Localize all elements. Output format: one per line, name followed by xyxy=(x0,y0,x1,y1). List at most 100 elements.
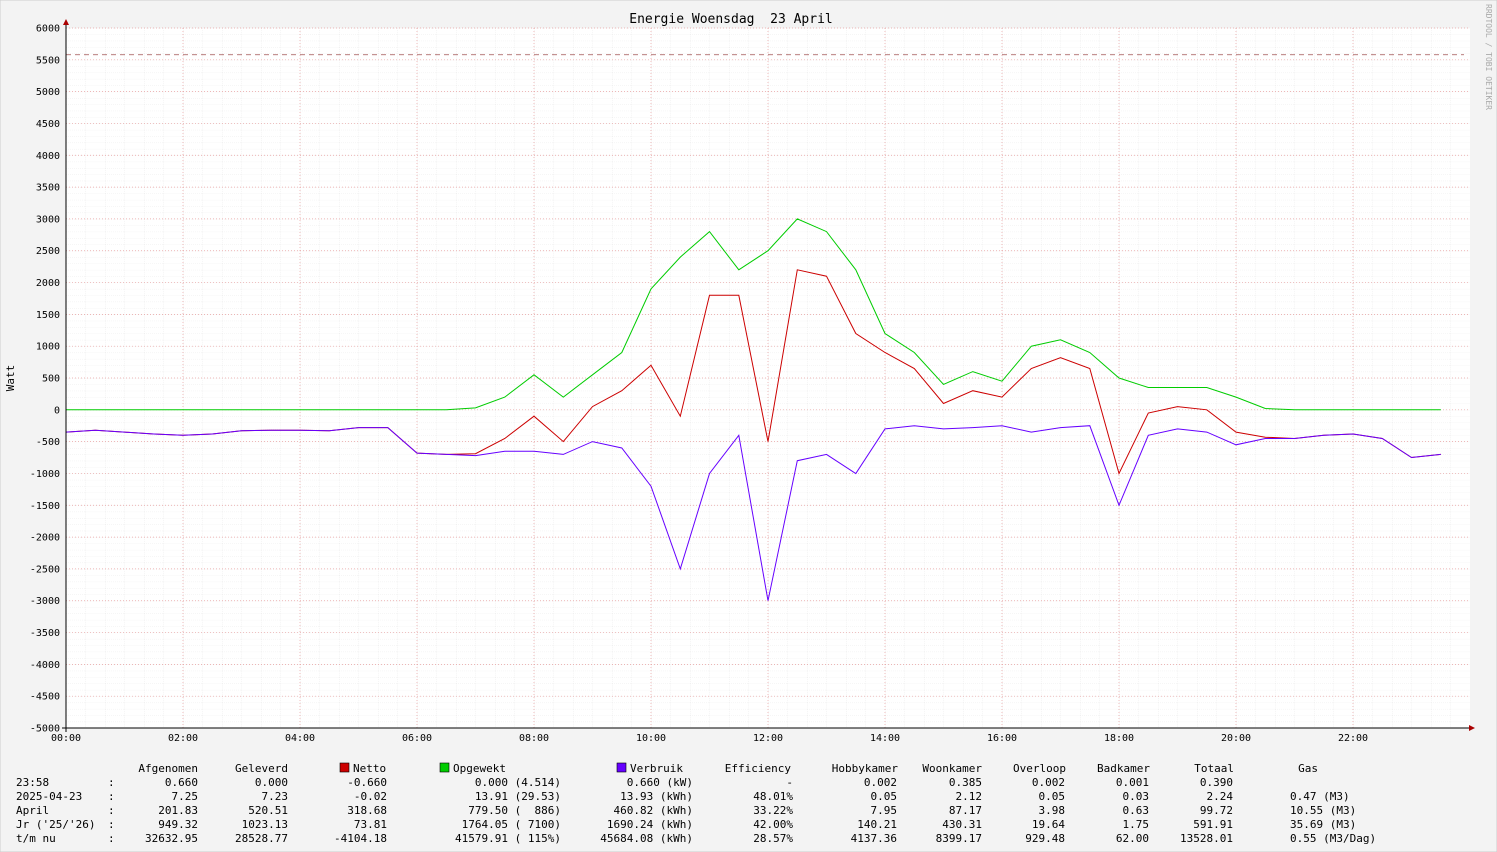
legend-swatch xyxy=(439,762,450,773)
y-tick-label: -4500 xyxy=(30,692,60,703)
legend-swatch xyxy=(616,762,627,773)
table-cell: 13528.01 xyxy=(1180,832,1233,845)
table-cell: 1.75 xyxy=(1123,818,1150,831)
lines xyxy=(65,218,1441,601)
table-cell: 460.82 (kWh) xyxy=(614,804,693,817)
column-header: Verbruik xyxy=(630,762,683,775)
y-tick-label: 3000 xyxy=(36,214,60,225)
y-tick-label: 2500 xyxy=(36,246,60,257)
column-header: Netto xyxy=(353,762,386,775)
table-cell: 42.00% xyxy=(753,818,793,831)
y-tick-label: 3500 xyxy=(36,183,60,194)
y-tick-label: 6000 xyxy=(36,24,60,35)
table-cell: 7.25 xyxy=(172,790,199,803)
x-tick-label: 02:00 xyxy=(168,733,198,744)
column-header: Hobbykamer xyxy=(832,762,899,775)
table-cell: 3.98 xyxy=(1039,804,1066,817)
y-tick-label: -2000 xyxy=(30,533,60,544)
y-tick-label: -5000 xyxy=(30,724,60,735)
column-header: Woonkamer xyxy=(922,762,982,775)
table-cell: 7.23 xyxy=(262,790,289,803)
y-tick-label: -4000 xyxy=(30,660,60,671)
y-tick-label: 5000 xyxy=(36,87,60,98)
table-cell: 62.00 xyxy=(1116,832,1149,845)
table-cell: 1023.13 xyxy=(242,818,288,831)
table-cell: -0.660 xyxy=(347,776,387,789)
table-cell: 35.69 (M3) xyxy=(1290,818,1356,831)
table-cell: 0.05 xyxy=(871,790,898,803)
y-tick-label: 5500 xyxy=(36,55,60,66)
row-separator: : xyxy=(108,818,115,831)
table-cell: 520.51 xyxy=(248,804,288,817)
x-tick-label: 22:00 xyxy=(1338,733,1368,744)
table-cell: 0.001 xyxy=(1116,776,1149,789)
series-line xyxy=(66,218,1441,411)
table-cell: 87.17 xyxy=(949,804,982,817)
table-cell: 33.22% xyxy=(753,804,793,817)
y-tick-label: 2000 xyxy=(36,278,60,289)
row-label: t/m nu xyxy=(16,832,56,845)
column-header: Totaal xyxy=(1194,762,1234,775)
column-header: Opgewekt xyxy=(453,762,506,775)
x-tick-label: 08:00 xyxy=(519,733,549,744)
table-cell: 0.47 (M3) xyxy=(1290,790,1350,803)
y-tick-label: -3500 xyxy=(30,628,60,639)
table-cell: - xyxy=(786,776,793,789)
y-tick-label: 1000 xyxy=(36,342,60,353)
row-separator: : xyxy=(108,776,115,789)
table-cell: 0.63 xyxy=(1123,804,1150,817)
y-tick-label: 4500 xyxy=(36,119,60,130)
table-cell: 0.002 xyxy=(864,776,897,789)
x-tick-label: 04:00 xyxy=(285,733,315,744)
table-cell: 0.390 xyxy=(1200,776,1233,789)
y-tick-label: 500 xyxy=(42,374,60,385)
x-tick-label: 06:00 xyxy=(402,733,432,744)
y-tick-label: -2500 xyxy=(30,564,60,575)
row-label: 23:58 xyxy=(16,776,49,789)
legend-swatch xyxy=(339,762,350,773)
table-cell: 0.55 (M3/Dag) xyxy=(1290,832,1376,845)
x-tick-label: 20:00 xyxy=(1221,733,1251,744)
y-tick-label: 0 xyxy=(54,405,60,416)
row-separator: : xyxy=(108,832,115,845)
table-cell: 19.64 xyxy=(1032,818,1065,831)
y-axis-label: Watt xyxy=(4,365,17,392)
table-cell: -4104.18 xyxy=(334,832,387,845)
table-cell: 4137.36 xyxy=(851,832,897,845)
x-tick-label: 14:00 xyxy=(870,733,900,744)
table-cell: 949.32 xyxy=(158,818,198,831)
x-tick-label: 18:00 xyxy=(1104,733,1134,744)
legend-table: Afgenomen Geleverd Netto Opgewekt Verbruik Ef… xyxy=(16,762,1376,845)
watermark: RRDTOOL / TOBI OETIKER xyxy=(1484,4,1493,110)
table-cell: 2.12 xyxy=(956,790,983,803)
table-cell: 201.83 xyxy=(158,804,198,817)
table-cell: 99.72 xyxy=(1200,804,1233,817)
table-cell: 13.93 (kWh) xyxy=(620,790,693,803)
table-cell: 929.48 xyxy=(1025,832,1065,845)
series-line xyxy=(65,425,1441,601)
column-header: Geleverd xyxy=(235,762,288,775)
x-tick-label: 00:00 xyxy=(51,733,81,744)
table-cell: 0.385 xyxy=(949,776,982,789)
table-cell: 41579.91 ( 115%) xyxy=(455,832,561,845)
x-tick-label: 12:00 xyxy=(753,733,783,744)
row-label: April xyxy=(16,804,49,817)
row-label: Jr ('25/'26) xyxy=(16,818,95,831)
table-cell: 32632.95 xyxy=(145,832,198,845)
y-tick-label: -500 xyxy=(36,437,60,448)
column-header: Gas xyxy=(1298,762,1318,775)
table-cell: 591.91 xyxy=(1193,818,1233,831)
y-tick-label: 4000 xyxy=(36,151,60,162)
axes xyxy=(62,19,1475,732)
column-header: Badkamer xyxy=(1097,762,1150,775)
table-cell: 430.31 xyxy=(942,818,982,831)
table-cell: 7.95 xyxy=(871,804,898,817)
table-cell: 1690.24 (kWh) xyxy=(607,818,693,831)
column-header: Afgenomen xyxy=(138,762,198,775)
row-separator: : xyxy=(108,790,115,803)
column-header: Efficiency xyxy=(725,762,792,775)
row-label: 2025-04-23 xyxy=(16,790,82,803)
row-separator: : xyxy=(108,804,115,817)
